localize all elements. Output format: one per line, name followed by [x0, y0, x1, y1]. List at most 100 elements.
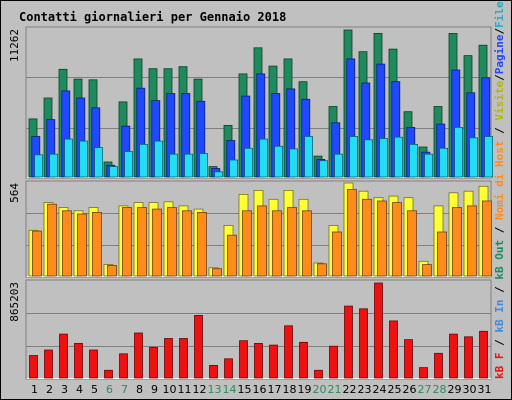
bar-nomi-di-host-day-25 — [392, 202, 402, 277]
bar-kb-f-day-22 — [344, 305, 353, 379]
bar-kb-f-day-18 — [284, 325, 293, 379]
bar-nomi-di-host-day-31 — [482, 200, 492, 277]
day-label-18: 18 — [283, 383, 297, 396]
bar-nomi-di-host-day-16 — [257, 205, 267, 277]
bar-kb-f-day-13 — [209, 364, 218, 379]
bar-nomi-di-host-day-20 — [317, 263, 327, 277]
bar-file-day-10 — [169, 153, 179, 178]
bar-nomi-di-host-day-10 — [167, 207, 177, 277]
panel-hits: 11262 — [8, 26, 494, 179]
bar-kb-f-day-1 — [29, 355, 38, 379]
bar-file-day-31 — [484, 136, 494, 178]
bar-nomi-di-host-day-23 — [362, 198, 372, 277]
bar-kb-f-day-28 — [434, 352, 443, 379]
day-label-29: 29 — [448, 383, 462, 396]
bar-file-day-29 — [454, 127, 464, 178]
day-label-28: 28 — [433, 383, 447, 396]
bar-kb-f-day-24 — [374, 282, 383, 379]
bar-kb-f-day-31 — [479, 330, 488, 379]
bar-kb-f-day-17 — [269, 344, 278, 379]
bar-kb-f-day-8 — [134, 332, 143, 379]
bar-file-day-28 — [439, 147, 449, 178]
legend-sep: / — [493, 280, 506, 300]
bar-nomi-di-host-day-27 — [422, 264, 432, 277]
bar-nomi-di-host-day-12 — [197, 211, 207, 277]
bar-file-day-21 — [334, 153, 344, 178]
day-label-10: 10 — [163, 383, 177, 396]
bar-file-day-22 — [349, 136, 359, 178]
bar-nomi-di-host-day-7 — [122, 207, 132, 277]
bar-kb-f-day-15 — [239, 340, 248, 379]
legend-item-kb-f: kB F — [493, 353, 506, 380]
bar-nomi-di-host-day-18 — [287, 207, 297, 277]
legend-item-file: File — [493, 1, 506, 28]
legend-item-kb-out: kB Out — [493, 240, 506, 280]
bar-kb-f-day-25 — [389, 320, 398, 379]
bar-nomi-di-host-day-29 — [452, 207, 462, 277]
bar-kb-f-day-12 — [194, 314, 203, 379]
day-label-11: 11 — [178, 383, 192, 396]
legend: kB F / kB In / kB Out / Nomi di Host / V… — [493, 1, 506, 379]
day-label-9: 9 — [151, 383, 158, 396]
day-label-7: 7 — [121, 383, 128, 396]
legend-item-nomi-di-host: Nomi di Host — [493, 141, 506, 220]
day-label-15: 15 — [238, 383, 252, 396]
bar-file-day-23 — [364, 139, 374, 178]
bar-kb-f-day-5 — [89, 349, 98, 379]
day-label-12: 12 — [193, 383, 207, 396]
bar-kb-f-day-11 — [179, 338, 188, 379]
bar-kb-f-day-7 — [119, 353, 128, 379]
day-label-3: 3 — [61, 383, 68, 396]
legend-item-visite: Visite — [493, 81, 506, 121]
bar-kb-f-day-21 — [329, 345, 338, 379]
bar-nomi-di-host-day-11 — [182, 210, 192, 277]
bar-nomi-di-host-day-17 — [272, 210, 282, 277]
bar-kb-f-day-16 — [254, 342, 263, 379]
bar-kb-f-day-14 — [224, 358, 233, 379]
panel-max-label: 564 — [8, 183, 21, 203]
bar-kb-f-day-2 — [44, 349, 53, 379]
bar-nomi-di-host-day-13 — [212, 268, 222, 277]
bar-file-day-9 — [154, 140, 164, 178]
bar-file-day-2 — [49, 153, 58, 178]
bar-file-day-17 — [274, 145, 284, 178]
bar-file-day-13 — [214, 171, 224, 178]
legend-sep: / — [493, 333, 506, 353]
legend-sep: / — [493, 28, 506, 35]
day-label-23: 23 — [358, 383, 372, 396]
bar-nomi-di-host-day-9 — [152, 208, 162, 277]
legend-item-pagine: Pagine — [493, 34, 506, 74]
bar-kb-f-day-29 — [449, 333, 458, 379]
legend-sep: / — [493, 220, 506, 240]
day-label-4: 4 — [76, 383, 83, 396]
bar-kb-f-day-10 — [164, 338, 173, 379]
bar-file-day-1 — [34, 154, 43, 178]
bar-kb-f-day-23 — [359, 308, 368, 379]
day-label-2: 2 — [46, 383, 53, 396]
bar-file-day-3 — [64, 138, 73, 178]
bar-file-day-16 — [259, 138, 269, 178]
bar-file-day-25 — [394, 136, 404, 178]
bar-nomi-di-host-day-30 — [467, 205, 477, 277]
legend-item-kb-in: kB In — [493, 300, 506, 333]
bar-nomi-di-host-day-26 — [407, 210, 417, 277]
bar-file-day-4 — [79, 140, 88, 178]
day-label-24: 24 — [373, 383, 387, 396]
bar-nomi-di-host-day-15 — [242, 210, 252, 277]
bar-file-day-30 — [469, 137, 479, 178]
day-label-31: 31 — [478, 383, 492, 396]
chart-title: Contatti giornalieri per Gennaio 2018 — [19, 10, 286, 24]
bar-file-day-20 — [319, 160, 329, 178]
bar-file-day-19 — [304, 136, 314, 178]
bar-file-day-15 — [244, 147, 254, 178]
day-label-27: 27 — [418, 383, 432, 396]
bar-nomi-di-host-day-3 — [62, 210, 72, 277]
bar-file-day-18 — [289, 148, 299, 178]
bar-nomi-di-host-day-6 — [107, 264, 117, 277]
day-label-30: 30 — [463, 383, 477, 396]
panel-max-label: 865203 — [8, 282, 21, 322]
bar-nomi-di-host-day-28 — [437, 231, 447, 277]
bar-nomi-di-host-day-22 — [347, 189, 357, 277]
bar-file-day-8 — [139, 143, 149, 178]
bar-nomi-di-host-day-14 — [227, 234, 237, 277]
